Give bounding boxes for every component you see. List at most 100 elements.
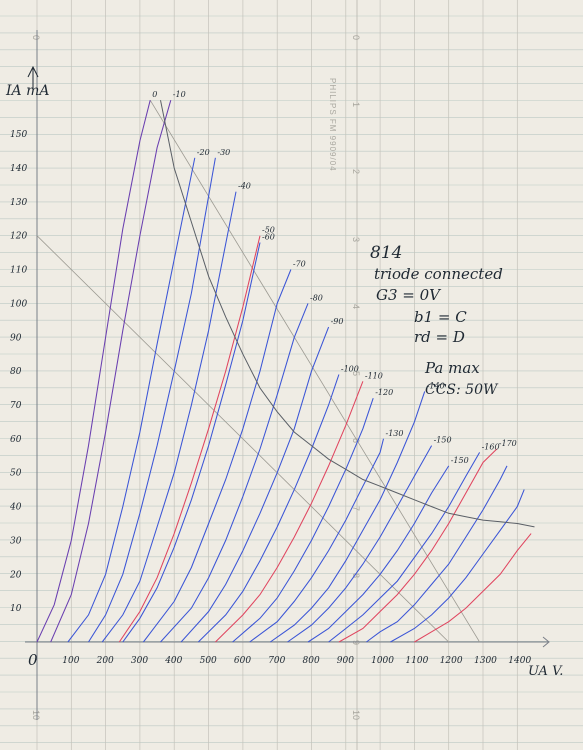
- curve-line: [50, 100, 172, 643]
- curve-line: [101, 191, 237, 643]
- curve-label: -140: [427, 381, 445, 390]
- note-rd: rd = D: [414, 328, 465, 346]
- y-tick-label: 110: [10, 266, 27, 276]
- x-tick-label: 1400: [508, 656, 531, 666]
- left-scale-marks: 0 10: [31, 35, 41, 720]
- curve-line: [88, 157, 216, 643]
- y-tick-label: 40: [9, 503, 22, 513]
- horizontal-grid: [0, 15, 583, 744]
- pmax-line: [160, 100, 535, 528]
- y-tick-label: 70: [10, 401, 22, 411]
- y-tick-label: 140: [10, 164, 27, 174]
- scale-mark: 1: [351, 102, 361, 107]
- x-tick-label: 600: [234, 656, 251, 666]
- curve-label: -20: [197, 148, 210, 157]
- scale-mark: 0: [351, 35, 361, 40]
- note-triode-connected: triode connected: [374, 265, 503, 283]
- tube-title: 814: [370, 243, 402, 263]
- curve-line: [249, 438, 385, 643]
- curve-line: [197, 374, 340, 643]
- scale-mark: 5: [351, 371, 361, 376]
- curve-line: [160, 303, 309, 643]
- curve-label: -70: [293, 260, 306, 269]
- note-g3: G3 = 0V: [376, 286, 442, 304]
- scale-mark: 3: [351, 237, 361, 242]
- y-axis-label: IA mA: [5, 83, 49, 99]
- x-tick-label: 1200: [440, 656, 463, 666]
- y-tick-label: 100: [10, 299, 27, 309]
- y-tick-labels: 10 20 30 40 50 60 70 80 90 100 110 120 130 140 150: [9, 130, 27, 614]
- curve-labels: 0 -10 -20 -30 -40 -50-60 -70 -80 -90 -100 -110 -120…: [152, 90, 517, 465]
- curve-label: -80: [310, 293, 323, 302]
- curve-label: -10: [173, 90, 186, 99]
- x-tick-label: 200: [96, 656, 114, 666]
- curve-line: [232, 398, 374, 643]
- scale-mark: 4: [351, 304, 361, 309]
- y-tick-label: 150: [10, 130, 27, 140]
- x-tick-label: 300: [131, 656, 148, 666]
- load-line: [149, 99, 480, 643]
- characteristic-curves: [36, 100, 532, 643]
- curve-label: -90: [331, 317, 344, 326]
- curve-line: [414, 533, 532, 643]
- curve-line: [338, 448, 498, 643]
- scale-mark: 6: [351, 438, 361, 443]
- x-axis-label: UA V.: [528, 664, 563, 679]
- curve-line: [307, 465, 450, 643]
- curve-line: [390, 489, 525, 643]
- scale-mark: 7: [351, 506, 361, 511]
- x-tick-label: 700: [268, 656, 285, 666]
- y-tick-label: 30: [10, 536, 22, 546]
- note-ccs: CCS: 50W: [425, 382, 499, 398]
- x-tick-label: 500: [200, 656, 217, 666]
- x-tick-label: 900: [337, 656, 354, 666]
- y-tick-label: 90: [10, 333, 22, 343]
- scale-mark: 2: [351, 169, 361, 174]
- y-tick-label: 120: [10, 232, 27, 242]
- scale-mark: 10: [31, 710, 41, 720]
- x-tick-label: 100: [62, 656, 79, 666]
- y-tick-label: 130: [10, 198, 27, 208]
- origin-label: 0: [28, 651, 38, 669]
- scale-mark: 9: [351, 640, 361, 645]
- curve-label: -150: [451, 456, 469, 465]
- curve-line: [287, 445, 433, 643]
- x-tick-label: 1300: [474, 656, 497, 666]
- x-tick-label: 1100: [405, 656, 428, 666]
- curve-label: -150: [434, 436, 452, 445]
- y-tick-label: 50: [10, 469, 22, 479]
- x-tick-label: 800: [303, 656, 320, 666]
- curve-line: [67, 157, 196, 643]
- curve-line: [269, 391, 426, 643]
- x-tick-label: 1000: [371, 656, 394, 666]
- curve-label: -110: [365, 371, 383, 380]
- scale-mark: 8: [351, 573, 361, 578]
- curve-label: -120: [375, 388, 393, 397]
- middle-scale-marks: 0 1 2 3 4 5 6 7 8 9 10: [351, 35, 361, 720]
- y-tick-label: 60: [10, 435, 22, 445]
- y-tick-label: 10: [10, 604, 22, 614]
- y-tick-label: 20: [9, 570, 22, 580]
- scale-mark: 0: [31, 35, 41, 40]
- curve-line: [180, 326, 330, 643]
- curve-label: -130: [386, 429, 404, 438]
- scale-mark: 10: [351, 710, 361, 720]
- y-tick-label: 80: [10, 367, 22, 377]
- curve-line: [142, 269, 292, 643]
- curve-label: -30: [217, 148, 230, 157]
- curve-label: -100: [341, 365, 359, 374]
- curve-label: -50: [262, 226, 275, 235]
- note-pa-max: Pa max: [424, 359, 480, 377]
- curve-label: 0: [152, 90, 157, 99]
- curve-line: [36, 100, 151, 643]
- curve-line: [215, 381, 364, 643]
- curve-label: -40: [238, 182, 251, 191]
- brand-print: PHILIPS FM 9909/04: [328, 78, 337, 172]
- max-dissipation-curve: [160, 100, 535, 528]
- curve-label: -60: [262, 233, 275, 242]
- curve-label: -170: [499, 439, 517, 448]
- curve-line: [366, 465, 508, 643]
- curve-line: [118, 235, 261, 643]
